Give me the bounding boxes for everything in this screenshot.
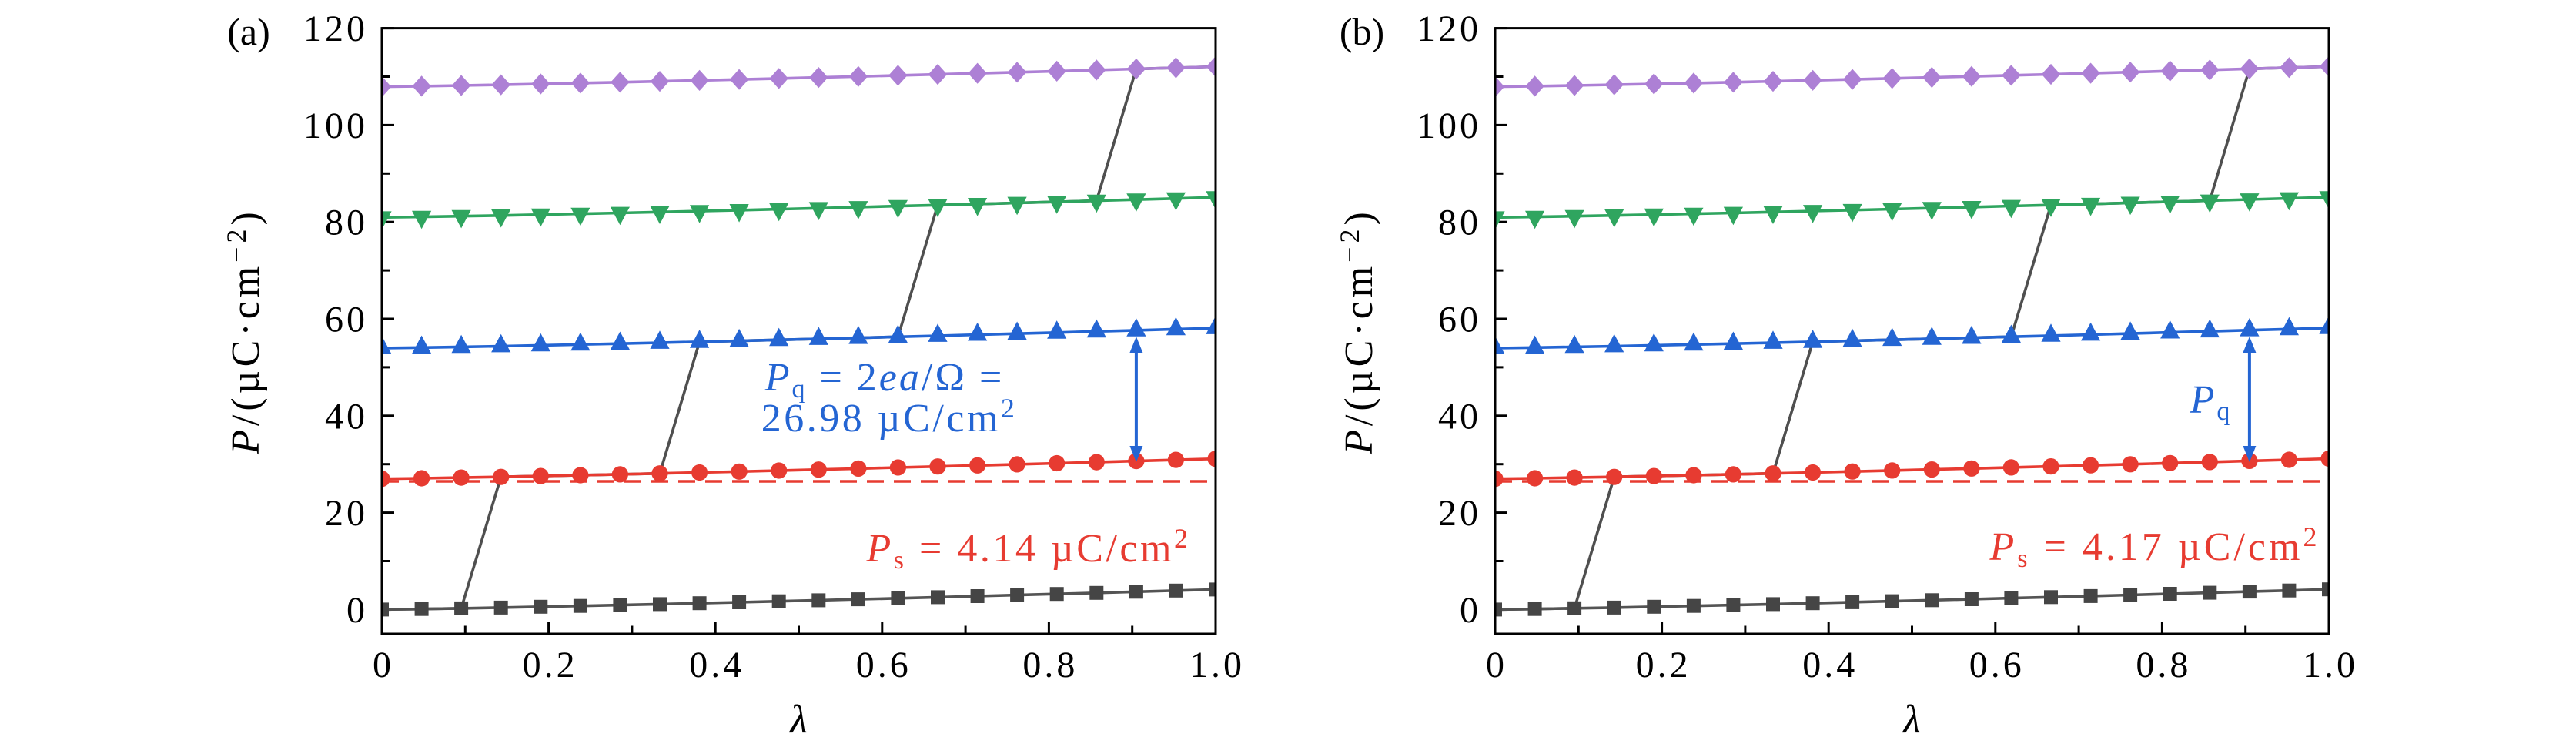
svg-text:(a): (a) bbox=[227, 10, 270, 53]
svg-text:40: 40 bbox=[1438, 396, 1481, 437]
svg-text:120: 120 bbox=[1417, 8, 1481, 49]
svg-text:60: 60 bbox=[1438, 300, 1481, 340]
svg-text:Ps = 4.14 µC/cm2: Ps = 4.14 µC/cm2 bbox=[866, 523, 1191, 575]
svg-text:0: 0 bbox=[1460, 590, 1481, 631]
svg-text:80: 80 bbox=[1438, 203, 1481, 243]
svg-text:0.4: 0.4 bbox=[1802, 645, 1858, 685]
svg-text:100: 100 bbox=[303, 106, 368, 146]
svg-text:40: 40 bbox=[325, 396, 368, 437]
svg-text:60: 60 bbox=[325, 300, 368, 340]
svg-text:1.0: 1.0 bbox=[2303, 645, 2358, 685]
svg-text:0.8: 0.8 bbox=[1022, 645, 1078, 685]
svg-text:0: 0 bbox=[1486, 645, 1507, 685]
svg-text:0.4: 0.4 bbox=[689, 645, 744, 685]
svg-text:0.2: 0.2 bbox=[1636, 645, 1691, 685]
svg-text:0.8: 0.8 bbox=[2136, 645, 2191, 685]
svg-text:0.6: 0.6 bbox=[1969, 645, 2025, 685]
svg-text:Pq: Pq bbox=[2190, 378, 2233, 426]
svg-text:20: 20 bbox=[325, 493, 368, 534]
svg-text:80: 80 bbox=[325, 203, 368, 243]
svg-text:0: 0 bbox=[373, 645, 394, 685]
svg-text:λ: λ bbox=[788, 698, 808, 742]
svg-text:26.98 µC/cm2: 26.98 µC/cm2 bbox=[761, 393, 1018, 441]
svg-text:120: 120 bbox=[303, 8, 368, 49]
svg-text:0.6: 0.6 bbox=[856, 645, 912, 685]
svg-text:0.2: 0.2 bbox=[523, 645, 578, 685]
svg-text:20: 20 bbox=[1438, 493, 1481, 534]
svg-text:Ps = 4.17 µC/cm2: Ps = 4.17 µC/cm2 bbox=[1989, 521, 2320, 573]
svg-text:(b): (b) bbox=[1340, 10, 1384, 53]
svg-text:1.0: 1.0 bbox=[1189, 645, 1245, 685]
svg-text:P/(µC·cm−2): P/(µC·cm−2) bbox=[221, 208, 268, 455]
svg-text:λ: λ bbox=[1902, 698, 1921, 742]
svg-text:100: 100 bbox=[1417, 106, 1481, 146]
svg-text:0: 0 bbox=[346, 590, 368, 631]
